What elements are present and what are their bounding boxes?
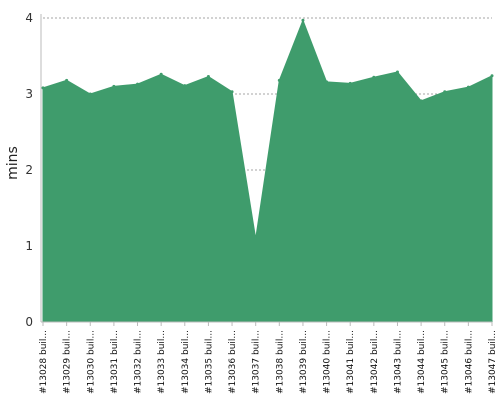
- x-tick-label: #13038 buil...: [275, 330, 285, 394]
- y-axis-label: mins: [5, 146, 21, 180]
- x-tick-label: #13029 buil...: [63, 330, 73, 394]
- x-tick-labels: #13028 buil... #13029 buil... #13030 buil.…: [39, 322, 498, 394]
- data-point: [419, 99, 423, 103]
- x-tick-label: #13043 buil...: [393, 330, 403, 394]
- x-tick-label: #13034 buil...: [181, 330, 191, 394]
- y-tick-label: 1: [25, 239, 33, 253]
- x-tick-label: #13030 buil...: [86, 330, 96, 394]
- y-tick-labels: 0 1 2 3 4: [25, 11, 33, 329]
- data-point: [325, 80, 329, 84]
- x-tick-label: #13036 buil...: [228, 330, 238, 394]
- data-point: [348, 81, 352, 85]
- data-point: [254, 236, 258, 240]
- x-tick-label: #13032 buil...: [134, 330, 144, 394]
- data-point: [136, 82, 140, 86]
- y-tick-label: 2: [25, 163, 33, 177]
- x-tick-label: #13033 buil...: [157, 330, 167, 394]
- x-tick-label: #13035 buil...: [204, 330, 214, 394]
- x-tick-label: #13042 buil...: [370, 330, 380, 394]
- data-point: [443, 90, 447, 94]
- x-tick-label: #13040 buil...: [323, 330, 333, 394]
- data-point: [372, 75, 376, 79]
- data-point: [277, 78, 281, 82]
- data-point: [395, 70, 399, 74]
- x-tick-label: #13041 buil...: [346, 330, 356, 394]
- y-tick-label: 3: [25, 87, 33, 101]
- data-point: [41, 86, 45, 90]
- data-point: [490, 74, 494, 78]
- series-area: [41, 18, 494, 323]
- axes: [40, 14, 492, 323]
- x-tick-label: #13047 buil...: [488, 330, 498, 394]
- x-tick-label: #13028 buil...: [39, 330, 49, 394]
- x-tick-label: #13044 buil...: [417, 330, 427, 394]
- data-point: [183, 84, 187, 88]
- data-point: [206, 75, 210, 79]
- x-tick-label: #13045 buil...: [441, 330, 451, 394]
- y-tick-label: 0: [25, 315, 33, 329]
- x-tick-label: #13046 buil...: [464, 330, 474, 394]
- data-point: [65, 78, 69, 82]
- data-point: [88, 92, 92, 96]
- data-point: [159, 72, 163, 76]
- data-point: [301, 18, 305, 22]
- x-tick-label: #13031 buil...: [110, 330, 120, 394]
- data-point: [112, 84, 116, 88]
- area-fill: [42, 18, 493, 323]
- x-tick-label: #13037 buil...: [252, 330, 262, 394]
- data-point: [466, 85, 470, 89]
- data-point: [230, 90, 234, 94]
- x-tick-label: #13039 buil...: [299, 330, 309, 394]
- y-tick-label: 4: [25, 11, 33, 25]
